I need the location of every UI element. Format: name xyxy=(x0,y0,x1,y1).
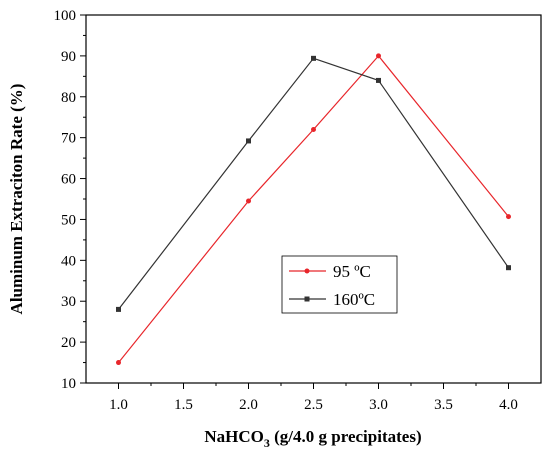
data-point xyxy=(506,214,511,220)
x-tick-label: 4.0 xyxy=(499,397,518,413)
y-tick-label: 10 xyxy=(61,376,76,392)
x-axis-title: NaHCO3 (g/4.0 g precipitates) xyxy=(204,427,421,450)
x-axis-title-tail: (g/4.0 g precipitates) xyxy=(270,427,422,446)
x-tick-label: 3.5 xyxy=(434,397,453,413)
series-line-0 xyxy=(118,54,509,363)
legend-label-160: 160ºC xyxy=(333,290,375,309)
y-tick-label: 100 xyxy=(54,8,77,24)
y-tick-label: 40 xyxy=(61,253,76,269)
data-point xyxy=(506,265,511,271)
y-tick-label: 50 xyxy=(61,212,76,228)
y-tick-label: 20 xyxy=(61,335,76,351)
x-axis-title-main: NaHCO xyxy=(204,427,264,446)
legend-label-95: 95 ºC xyxy=(333,262,371,281)
x-tick-label: 3.0 xyxy=(369,397,388,413)
data-point xyxy=(116,360,121,366)
legend: 95 ºC 160ºC xyxy=(281,255,398,314)
x-tick-label: 1.5 xyxy=(174,397,193,413)
x-tick-label: 1.0 xyxy=(109,397,128,413)
legend-box xyxy=(281,255,398,314)
legend-marker-160 xyxy=(304,296,310,302)
y-tick-label: 30 xyxy=(61,294,76,310)
data-point xyxy=(116,306,121,312)
x-tick-label: 2.5 xyxy=(304,397,323,413)
data-point xyxy=(311,126,316,132)
data-point xyxy=(376,77,381,83)
y-axis-title: Aluminum Extraciton Rate (%) xyxy=(7,84,26,315)
y-tick-label: 70 xyxy=(61,131,76,147)
y-tick-label: 80 xyxy=(61,90,76,106)
x-axis-title-subscript: 3 xyxy=(264,436,270,450)
x-axis-ticks: 1.0 1.5 2.0 2.5 3.0 3.5 4.0 xyxy=(109,383,518,413)
plot-frame xyxy=(85,14,542,384)
legend-marker-95 xyxy=(304,268,310,274)
y-axis-ticks: 10 20 30 40 50 60 70 80 90 100 xyxy=(54,8,86,392)
data-point xyxy=(376,53,381,59)
data-point xyxy=(246,198,251,204)
y-tick-label: 90 xyxy=(61,49,76,65)
data-point xyxy=(311,55,316,61)
data-point xyxy=(246,138,251,144)
x-tick-label: 2.0 xyxy=(239,397,258,413)
y-tick-label: 60 xyxy=(61,172,76,188)
series-layer xyxy=(116,53,511,366)
